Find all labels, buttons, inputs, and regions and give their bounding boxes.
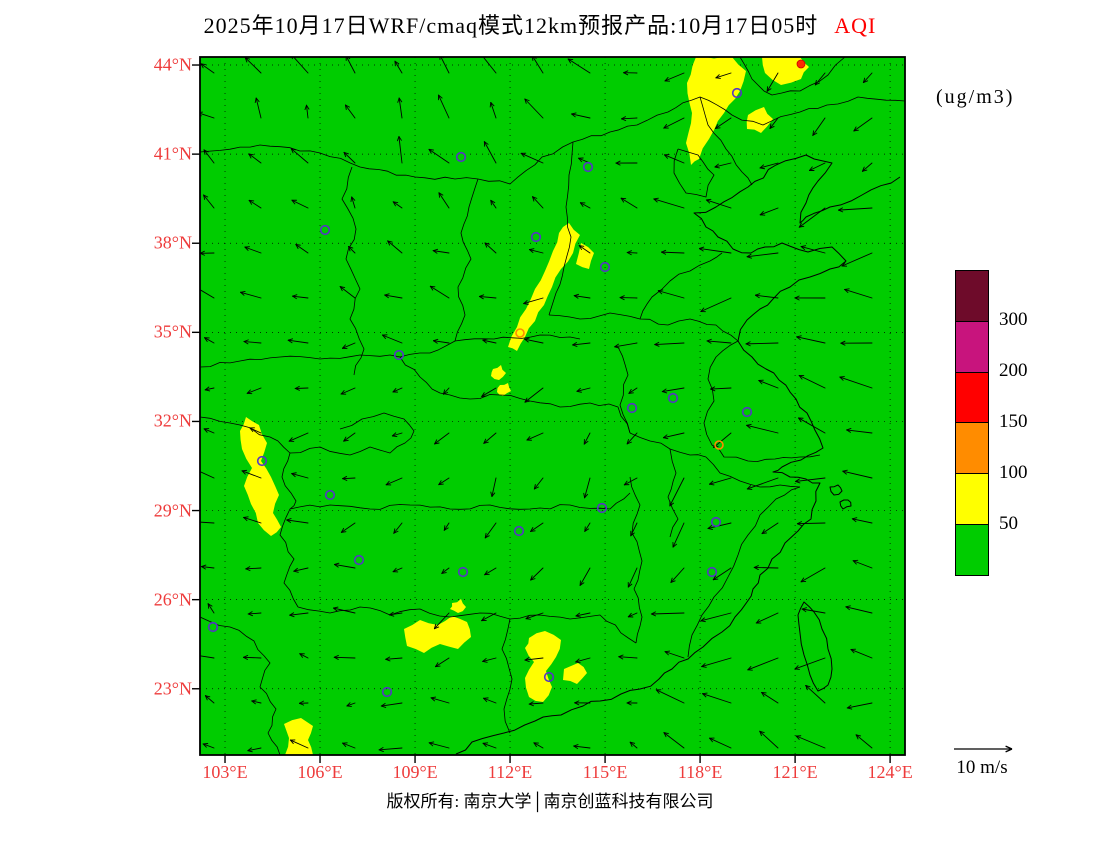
lon-tick-label: 118°E <box>677 762 723 782</box>
colorbar-segment <box>956 474 988 526</box>
colorbar-segment <box>956 372 988 424</box>
map-layers <box>200 57 905 755</box>
map-frame <box>199 56 906 756</box>
lat-tick-label: 29°N <box>153 500 192 521</box>
city-marker <box>599 261 611 273</box>
city-marker <box>710 516 722 528</box>
aqi-hotspot <box>796 59 806 69</box>
lat-tick-label: 41°N <box>153 143 192 164</box>
chart-title-text: 2025年10月17日WRF/cmaq模式12km预报产品:10月17日05时 <box>203 13 819 38</box>
city-marker <box>706 566 718 578</box>
colorbar-level-label: 50 <box>999 512 1018 534</box>
city-marker <box>393 349 405 361</box>
colorbar-level-label: 200 <box>999 359 1028 381</box>
colorbar-level-label: 100 <box>999 461 1028 483</box>
lat-tick-label: 35°N <box>153 321 192 342</box>
lon-tick-label: 115°E <box>582 762 628 782</box>
lat-tick-label: 23°N <box>153 678 192 699</box>
colorbar <box>955 270 989 576</box>
lat-tick-label: 26°N <box>153 589 192 610</box>
city-marker <box>582 161 594 173</box>
coastline <box>455 154 901 755</box>
city-marker <box>667 392 679 404</box>
lon-tick-label: 112°E <box>487 762 533 782</box>
copyright-footer: 版权所有: 南京大学│南京创蓝科技有限公司 <box>386 792 714 811</box>
colorbar-level-label: 300 <box>999 308 1028 330</box>
aqi-map-svg <box>192 56 906 763</box>
lon-tick-label: 103°E <box>202 762 248 782</box>
units-label: (ug/m3) <box>936 86 1015 108</box>
city-marker <box>626 402 638 414</box>
colorbar-segment <box>956 525 988 575</box>
city-marker <box>731 87 743 99</box>
wind-vector-field <box>200 57 873 753</box>
lon-tick-label: 109°E <box>392 762 438 782</box>
colorbar-segment <box>956 423 988 475</box>
chart-title: 2025年10月17日WRF/cmaq模式12km预报产品:10月17日05时 A… <box>0 8 1080 40</box>
lat-tick-label: 44°N <box>153 54 192 75</box>
city-marker <box>741 406 753 418</box>
city-marker <box>457 566 469 578</box>
city-marker <box>319 224 331 236</box>
lon-tick-label: 106°E <box>297 762 343 782</box>
lon-tick-label: 124°E <box>867 762 913 782</box>
colorbar-level-label: 150 <box>999 410 1028 432</box>
lon-tick-label: 121°E <box>772 762 818 782</box>
colorbar-segment <box>956 321 988 373</box>
city-marker <box>515 328 525 338</box>
city-marker <box>714 440 724 450</box>
wind-reference-label: 10 m/s <box>956 757 1008 778</box>
city-marker <box>381 686 393 698</box>
city-marker <box>530 231 542 243</box>
province-boundaries <box>200 57 905 755</box>
aqi-yellow-patches <box>240 57 809 755</box>
city-marker <box>324 489 336 501</box>
city-marker <box>207 621 219 633</box>
wind-reference-arrow <box>954 745 1013 753</box>
city-marker <box>353 554 365 566</box>
city-marker <box>256 455 268 467</box>
map-plot-area <box>192 56 906 763</box>
city-marker <box>596 502 608 514</box>
lat-tick-label: 38°N <box>153 232 192 253</box>
colorbar-segment <box>956 271 988 322</box>
city-markers <box>207 87 753 698</box>
city-marker <box>543 671 555 683</box>
lat-tick-label: 32°N <box>153 410 192 431</box>
graticule-grid <box>200 57 905 755</box>
axis-ticks <box>192 64 891 763</box>
chart-species-label: AQI <box>834 13 877 38</box>
city-marker <box>513 525 525 537</box>
city-marker <box>455 151 467 163</box>
